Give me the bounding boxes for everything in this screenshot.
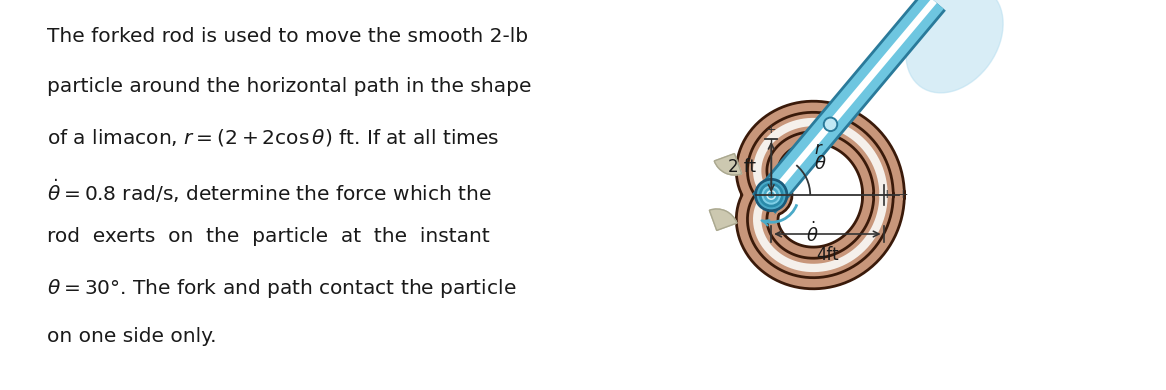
Circle shape (826, 119, 836, 129)
Circle shape (767, 191, 775, 199)
Text: r: r (815, 140, 822, 158)
Text: +: + (883, 188, 893, 202)
Circle shape (759, 183, 782, 207)
Text: $\theta = 30°$. The fork and path contact the particle: $\theta = 30°$. The fork and path contac… (47, 277, 517, 300)
Circle shape (823, 117, 837, 131)
Ellipse shape (906, 0, 1003, 93)
Circle shape (763, 186, 780, 204)
Text: The forked rod is used to move the smooth 2-lb: The forked rod is used to move the smoot… (47, 27, 528, 46)
Text: $\theta$: $\theta$ (815, 155, 827, 174)
Text: of a limacon, $r = (2 + 2\cos\theta)$ ft. If at all times: of a limacon, $r = (2 + 2\cos\theta)$ ft… (47, 127, 499, 148)
Text: +: + (766, 122, 777, 136)
Text: particle around the horizontal path in the shape: particle around the horizontal path in t… (47, 77, 532, 96)
Circle shape (768, 192, 774, 198)
Circle shape (758, 181, 785, 209)
Circle shape (754, 179, 787, 211)
Text: $\dot{\theta}$: $\dot{\theta}$ (807, 222, 819, 246)
Text: 4ft: 4ft (816, 246, 838, 264)
Text: $\dot{\theta} = 0.8$ rad/s, determine the force which the: $\dot{\theta} = 0.8$ rad/s, determine th… (47, 177, 491, 205)
Wedge shape (709, 209, 737, 230)
Text: rod  exerts  on  the  particle  at  the  instant: rod exerts on the particle at the instan… (47, 227, 490, 246)
Text: +: + (898, 188, 908, 202)
Text: on one side only.: on one side only. (47, 327, 216, 346)
Wedge shape (715, 154, 742, 175)
Text: 2 ft: 2 ft (728, 158, 756, 176)
Circle shape (764, 188, 778, 202)
Ellipse shape (911, 11, 975, 82)
